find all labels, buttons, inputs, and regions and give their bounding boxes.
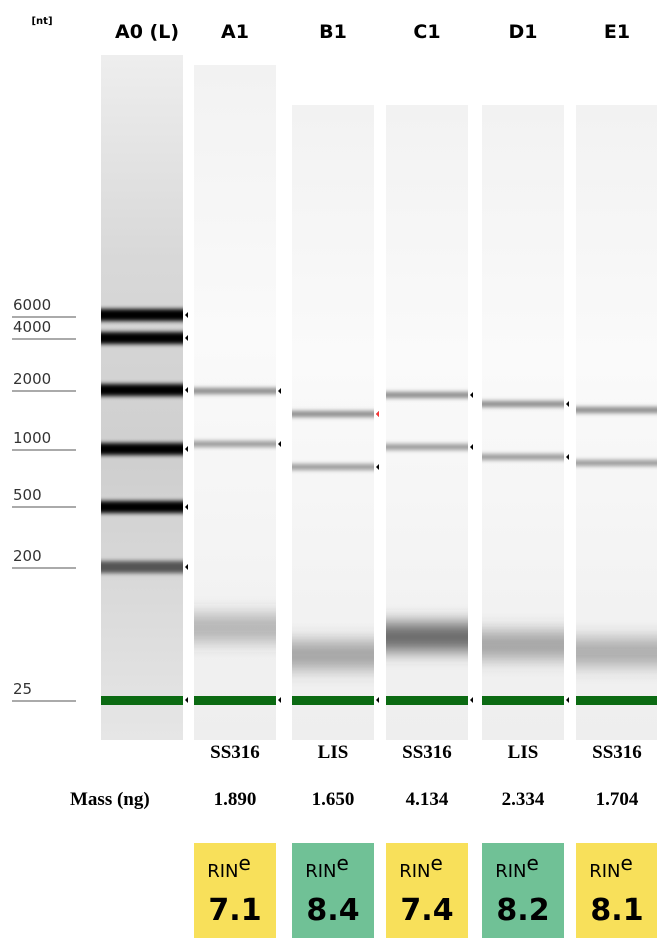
rin-label: RIN bbox=[589, 861, 620, 882]
marker bbox=[566, 401, 569, 407]
band bbox=[482, 454, 564, 460]
band bbox=[292, 411, 374, 417]
band bbox=[292, 696, 374, 705]
mass-value: 1.704 bbox=[596, 789, 639, 810]
ladder-label: 200 bbox=[13, 547, 42, 565]
rin-value: 8.2 bbox=[496, 893, 549, 928]
band bbox=[386, 444, 468, 450]
marker bbox=[376, 411, 379, 417]
mass-label: Mass (ng) bbox=[70, 789, 150, 810]
marker bbox=[185, 446, 188, 452]
band bbox=[386, 696, 468, 705]
mass-value: 1.890 bbox=[214, 789, 257, 810]
rin-value: 7.1 bbox=[208, 893, 261, 928]
sample-label: SS316 bbox=[402, 742, 452, 763]
marker bbox=[566, 454, 569, 460]
band bbox=[101, 561, 183, 573]
band bbox=[576, 460, 657, 466]
ladder-label: 6000 bbox=[13, 296, 51, 314]
lane-name: D1 bbox=[509, 21, 538, 43]
band bbox=[101, 443, 183, 455]
band bbox=[482, 401, 564, 407]
marker bbox=[278, 697, 281, 703]
marker bbox=[185, 312, 188, 318]
rin-value: 8.1 bbox=[590, 893, 643, 928]
rin-value: 7.4 bbox=[400, 893, 453, 928]
ladder-label: 2000 bbox=[13, 370, 51, 388]
lane-name: A1 bbox=[221, 21, 249, 43]
marker bbox=[566, 697, 569, 703]
marker bbox=[470, 697, 473, 703]
marker bbox=[185, 387, 188, 393]
band bbox=[292, 464, 374, 470]
band bbox=[194, 441, 276, 447]
rin-sup: e bbox=[526, 851, 538, 875]
ladder-label: 1000 bbox=[13, 429, 51, 447]
lane-name: A0 (L) bbox=[115, 21, 179, 43]
sample-label: LIS bbox=[508, 742, 539, 763]
marker bbox=[185, 564, 188, 570]
rin-sup: e bbox=[336, 851, 348, 875]
marker bbox=[470, 392, 473, 398]
rin-sup: e bbox=[620, 851, 632, 875]
sample-label: SS316 bbox=[592, 742, 642, 763]
ladder-label: 500 bbox=[13, 486, 42, 504]
mass-value: 4.134 bbox=[406, 789, 449, 810]
band bbox=[576, 696, 657, 705]
band bbox=[101, 309, 183, 321]
marker bbox=[185, 504, 188, 510]
band bbox=[101, 501, 183, 513]
lane-name: E1 bbox=[604, 21, 630, 43]
marker bbox=[376, 697, 379, 703]
marker bbox=[185, 697, 188, 703]
rin-sup: e bbox=[430, 851, 442, 875]
band bbox=[482, 696, 564, 705]
smear bbox=[386, 623, 468, 651]
rin-label: RIN bbox=[399, 861, 430, 882]
smear bbox=[194, 614, 276, 642]
rin-value: 8.4 bbox=[306, 893, 359, 928]
smear bbox=[576, 638, 657, 666]
lane bbox=[101, 55, 183, 740]
mass-value: 2.334 bbox=[502, 789, 545, 810]
sample-label: SS316 bbox=[210, 742, 260, 763]
unit-label: [nt] bbox=[31, 16, 52, 27]
smear bbox=[482, 631, 564, 659]
marker bbox=[376, 464, 379, 470]
band bbox=[101, 332, 183, 344]
gel-figure: [nt] A0 (L) Mass (ng) 6000 4000 2000 1000 50… bbox=[0, 0, 657, 938]
rin-label: RIN bbox=[207, 861, 238, 882]
ladder-label: 4000 bbox=[13, 318, 51, 336]
mass-value: 1.650 bbox=[312, 789, 355, 810]
lane-name: B1 bbox=[319, 21, 347, 43]
marker bbox=[185, 335, 188, 341]
ladder-label: 25 bbox=[13, 680, 32, 698]
band bbox=[194, 388, 276, 394]
rin-sup: e bbox=[238, 851, 250, 875]
lane-name: C1 bbox=[413, 21, 440, 43]
band bbox=[101, 384, 183, 396]
marker bbox=[470, 444, 473, 450]
band bbox=[576, 407, 657, 413]
smear bbox=[292, 641, 374, 669]
rin-label: RIN bbox=[305, 861, 336, 882]
marker bbox=[278, 441, 281, 447]
sample-label: LIS bbox=[318, 742, 349, 763]
band bbox=[194, 696, 276, 705]
rin-label: RIN bbox=[495, 861, 526, 882]
band bbox=[386, 392, 468, 398]
band bbox=[101, 696, 183, 705]
marker bbox=[278, 388, 281, 394]
